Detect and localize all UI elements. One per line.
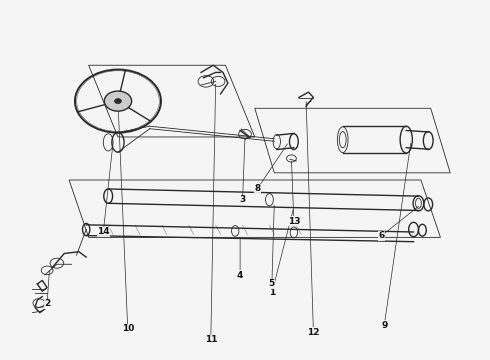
Text: 3: 3 bbox=[240, 195, 245, 204]
Text: 1: 1 bbox=[269, 288, 275, 297]
Text: 11: 11 bbox=[204, 335, 217, 344]
Text: 13: 13 bbox=[288, 217, 300, 226]
Text: 12: 12 bbox=[307, 328, 319, 337]
Text: 4: 4 bbox=[237, 270, 244, 279]
Text: 5: 5 bbox=[269, 279, 275, 288]
Circle shape bbox=[104, 91, 132, 111]
Text: 10: 10 bbox=[122, 324, 134, 333]
Text: 9: 9 bbox=[381, 321, 388, 330]
Text: 14: 14 bbox=[97, 228, 110, 237]
Circle shape bbox=[115, 99, 122, 104]
Text: 8: 8 bbox=[254, 184, 260, 193]
Text: 2: 2 bbox=[44, 299, 50, 308]
Text: 6: 6 bbox=[379, 231, 385, 240]
